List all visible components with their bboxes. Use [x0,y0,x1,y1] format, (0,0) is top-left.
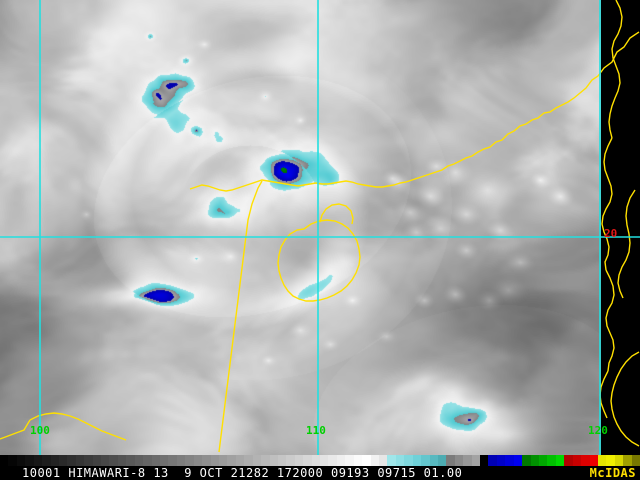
color-bar-stop [378,455,388,466]
color-bar-stop [404,455,413,466]
grid-label-lon-120: 120 [588,424,608,437]
color-bar-stop [623,455,632,466]
color-bar-stop [471,455,481,466]
color-bar-stop [597,455,607,466]
color-bar-stop [362,455,371,466]
color-bar-stop [463,455,472,466]
color-bar-stop [480,455,489,466]
color-bar-stop [0,455,9,466]
bottom-info-bar: 10001 HIMAWARI-8 13 9 OCT 21282 172000 0… [0,455,640,480]
color-bar-stop [522,455,531,466]
color-bar-stop [336,455,346,466]
color-bar-stop [16,455,26,466]
color-bar-stop [143,455,152,466]
color-bar-stop [581,455,590,466]
color-bar-stop [572,455,582,466]
color-bar-stop [345,455,354,466]
color-bar-stop [505,455,514,466]
infrared-satellite-raster[interactable] [0,0,640,455]
coastline-overlay [0,0,640,453]
color-bar-stop [631,455,640,466]
color-bar-stop [227,455,236,466]
color-bar-stop [261,455,270,466]
color-bar-stop [75,455,85,466]
color-bar-stop [50,455,59,466]
color-bar-stop [387,455,396,466]
color-bar-stop [496,455,506,466]
color-bar-stop [320,455,329,466]
color-bar-stop [126,455,135,466]
color-bar-stop [395,455,405,466]
color-bar-stop [218,455,228,466]
grid-label-lon-110: 110 [306,424,326,437]
color-bar-stop [589,455,598,466]
color-bar-stop [244,455,253,466]
color-bar-stop [168,455,177,466]
color-bar-stop [25,455,34,466]
color-bar-stop [555,455,565,466]
color-bar-stop [530,455,539,466]
color-bar-stop [92,455,102,466]
color-bar-stop [446,455,455,466]
color-bar-stop [606,455,615,466]
color-bar-stop [67,455,76,466]
no-data-region [601,0,640,455]
satellite-image-panel[interactable] [0,0,640,455]
latlon-grid-overlay [0,0,640,455]
color-bar-stop [277,455,287,466]
color-bar-stop [193,455,203,466]
grid-label-lon-100: 100 [30,424,50,437]
map-vector-overlay [0,0,640,455]
color-bar-stop [421,455,430,466]
color-bar-stop [101,455,110,466]
mcidas-branding-label: McIDAS [589,466,636,480]
color-bar-stop [328,455,337,466]
color-bar-stop [370,455,379,466]
image-caption-text: 10001 HIMAWARI-8 13 9 OCT 21282 172000 0… [22,466,463,480]
color-bar-stop [210,455,219,466]
color-bar-stop [235,455,245,466]
color-bar-stop [513,455,523,466]
color-bar-stop [564,455,573,466]
color-bar-stop [109,455,118,466]
color-bar-stop [353,455,363,466]
color-bar-stop [429,455,438,466]
color-bar-stop [311,455,321,466]
color-bar-stop [437,455,447,466]
color-bar-stop [176,455,186,466]
color-bar-stop [160,455,169,466]
color-bar-stop [539,455,548,466]
color-bar-stop [117,455,127,466]
image-caption: 10001 HIMAWARI-8 13 9 OCT 21282 172000 0… [0,466,640,480]
color-bar-stop [33,455,43,466]
color-bar-stop [202,455,211,466]
color-bar-stop [84,455,93,466]
color-bar-stop [294,455,304,466]
color-bar-stop [42,455,51,466]
color-bar-stop [269,455,278,466]
color-bar-stop [488,455,497,466]
color-bar-stop [286,455,295,466]
color-bar-stop [151,455,161,466]
color-bar-stop [412,455,422,466]
enhancement-color-bar[interactable] [0,455,640,466]
color-bar-stop [58,455,68,466]
color-bar-stop [134,455,144,466]
color-bar-stop [454,455,464,466]
color-bar-stop [185,455,194,466]
color-bar-stop [303,455,312,466]
color-bar-stop [8,455,17,466]
color-bar-stop [252,455,262,466]
color-bar-stop [614,455,624,466]
color-bar-stop [547,455,556,466]
grid-label-lat-20: 20 [604,227,618,240]
